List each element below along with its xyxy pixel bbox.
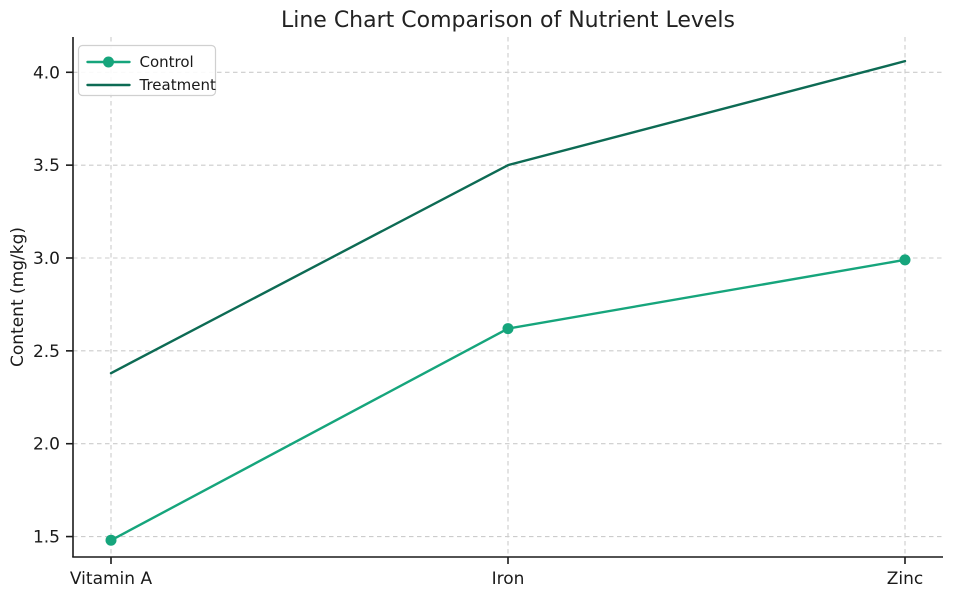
gridlines	[73, 37, 943, 557]
chart-title: Line Chart Comparison of Nutrient Levels	[281, 8, 735, 33]
data-point-control	[899, 254, 911, 266]
legend: Control Treatment	[77, 44, 217, 97]
legend-label-control: Control	[140, 53, 194, 71]
y-tick-label: 4.0	[33, 63, 60, 83]
x-tick-label: Vitamin A	[70, 569, 153, 589]
tick-labels: 1.5 2.0 2.5 3.0 3.5 4.0 Vitamin A Iron Zinc	[33, 63, 923, 589]
data-series	[105, 59, 911, 546]
x-tick-label: Iron	[492, 569, 525, 589]
x-tick-label: Zinc	[887, 569, 924, 589]
y-tick-label: 3.5	[33, 156, 60, 176]
legend-box	[77, 44, 217, 97]
data-point-control	[502, 323, 514, 335]
y-tick-label: 2.0	[33, 435, 60, 455]
series-line-treatment	[109, 59, 907, 375]
axes	[66, 37, 943, 564]
y-tick-label: 3.0	[33, 249, 60, 269]
y-axis-label: Content (mg/kg)	[8, 227, 28, 367]
data-point-control	[105, 534, 117, 546]
y-tick-label: 1.5	[33, 528, 60, 548]
legend-marker-control	[103, 56, 114, 68]
legend-label-treatment: Treatment	[139, 76, 216, 94]
y-tick-label: 2.5	[33, 342, 60, 362]
